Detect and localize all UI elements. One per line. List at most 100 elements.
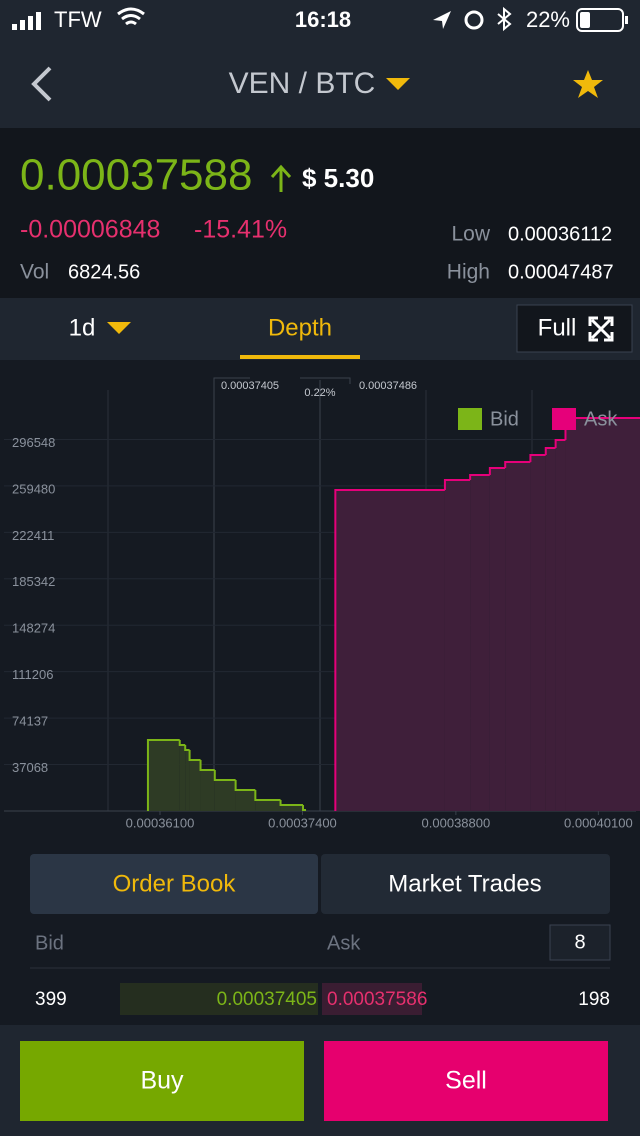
orderbook-tab[interactable]: Order Book <box>113 870 237 897</box>
ask-depth-bar <box>322 983 422 1015</box>
ask-header: Ask <box>327 932 361 954</box>
y-tick-label: 222411 <box>12 528 54 543</box>
ask-price-marker: 0.00037486 <box>359 380 417 392</box>
depth-step <box>214 780 236 811</box>
alarm-icon <box>464 10 484 30</box>
signal <box>12 12 41 30</box>
depth-step <box>335 490 445 811</box>
depth-step <box>185 749 190 811</box>
location-icon <box>433 11 451 29</box>
clock: 16:18 <box>295 7 351 32</box>
depth-edge <box>504 460 531 468</box>
legend-label: Bid <box>490 408 519 430</box>
y-tick-label: 296548 <box>12 435 55 450</box>
battery-level <box>580 12 590 28</box>
depth-step <box>444 480 471 811</box>
sell-button[interactable] <box>324 1041 608 1121</box>
pair-dropdown[interactable] <box>386 78 410 90</box>
depth-step <box>565 418 640 811</box>
carrier: TFW <box>54 7 102 32</box>
y-tick-label: 185342 <box>12 574 55 589</box>
ask-amount: 198 <box>578 989 610 1010</box>
wifi-icon <box>117 7 145 26</box>
depth-edge <box>234 780 256 791</box>
sell-label[interactable]: Sell <box>445 1067 487 1095</box>
depth-step <box>555 440 566 811</box>
orderbook-tab-bg[interactable] <box>30 854 318 914</box>
depth-edge <box>443 479 471 491</box>
high-value: 0.00047487 <box>508 261 614 283</box>
price-change-pct: -15.41% <box>194 216 287 244</box>
spread-marker: 0.22% <box>304 387 335 399</box>
header-bg <box>0 0 640 128</box>
trades-tab-bg[interactable] <box>321 854 610 914</box>
y-tick-label: 37068 <box>12 760 48 775</box>
depth-edge <box>488 466 506 476</box>
vol-label: Vol <box>20 261 49 284</box>
x-tick-label: 0.00040100 <box>564 815 633 830</box>
back-button[interactable] <box>31 66 52 102</box>
depth-tab[interactable]: Depth <box>268 314 332 341</box>
bid-price-marker: 0.00037405 <box>221 380 279 392</box>
depth-edge <box>178 739 186 746</box>
full-button[interactable] <box>516 304 633 353</box>
ask-price: 0.00037586 <box>327 989 427 1010</box>
depth-edge <box>334 489 445 811</box>
x-tick-label: 0.00036100 <box>126 815 195 830</box>
y-tick-label: 259480 <box>12 481 55 496</box>
battery-tip <box>625 16 628 24</box>
depth-step <box>235 789 256 811</box>
y-tick-label: 148274 <box>12 621 55 636</box>
legend-label: Ask <box>584 408 618 430</box>
depth-edge <box>254 789 281 801</box>
battery-icon <box>576 8 624 32</box>
low-label: Low <box>451 223 490 246</box>
usd-price: $ 5.30 <box>302 163 374 193</box>
bid-header: Bid <box>35 932 64 954</box>
depth-step <box>147 739 180 811</box>
x-tick-label: 0.00037400 <box>268 815 337 830</box>
last-price: 0.00037588 <box>20 151 252 200</box>
up-arrow <box>270 164 292 192</box>
legend-swatch <box>458 408 482 430</box>
x-tick-label: 0.00038800 <box>422 815 491 830</box>
buy-label[interactable]: Buy <box>140 1067 184 1095</box>
legend-swatch <box>552 408 576 430</box>
bid-amount: 399 <box>35 989 67 1010</box>
tab-underline <box>240 355 360 359</box>
trades-tab[interactable]: Market Trades <box>388 870 541 897</box>
y-tick-label: 74137 <box>12 714 48 729</box>
battery-text: 22% <box>526 7 570 32</box>
depth-step <box>489 467 506 811</box>
interval-tab[interactable]: 1d <box>69 314 96 341</box>
depth-edge <box>199 760 215 772</box>
depth-edge <box>302 804 307 811</box>
vol-value: 6824.56 <box>68 261 140 283</box>
depth-step <box>179 744 186 811</box>
favorite-star[interactable] <box>573 70 603 98</box>
depth-step <box>280 804 304 811</box>
depth-edge <box>213 770 236 782</box>
depth-selector[interactable] <box>549 924 611 961</box>
pair-title[interactable]: VEN / BTC <box>229 67 376 100</box>
fullscreen-icon[interactable] <box>588 316 614 342</box>
depth-edge <box>469 474 490 481</box>
depth-step <box>545 447 556 811</box>
bid-depth-bar <box>120 983 318 1015</box>
interval-dropdown[interactable] <box>107 322 131 334</box>
depth-edge <box>529 453 546 462</box>
ticker-bg <box>0 128 640 298</box>
depth-chart: 37068 74137 111206 148274 185342 222411 259480… <box>4 408 640 830</box>
y-tick-label: 111206 <box>12 667 53 682</box>
bid-price: 0.00037405 <box>217 989 317 1010</box>
buy-button[interactable] <box>20 1041 304 1121</box>
depth-step <box>255 799 281 811</box>
bluetooth-icon <box>497 6 512 32</box>
depth-step <box>200 770 215 811</box>
depth-edge <box>184 744 190 751</box>
price-change: -0.00006848 <box>20 216 160 244</box>
full-label[interactable]: Full <box>538 314 577 341</box>
depth-selector-value[interactable]: 8 <box>574 931 585 953</box>
high-label: High <box>447 261 490 284</box>
